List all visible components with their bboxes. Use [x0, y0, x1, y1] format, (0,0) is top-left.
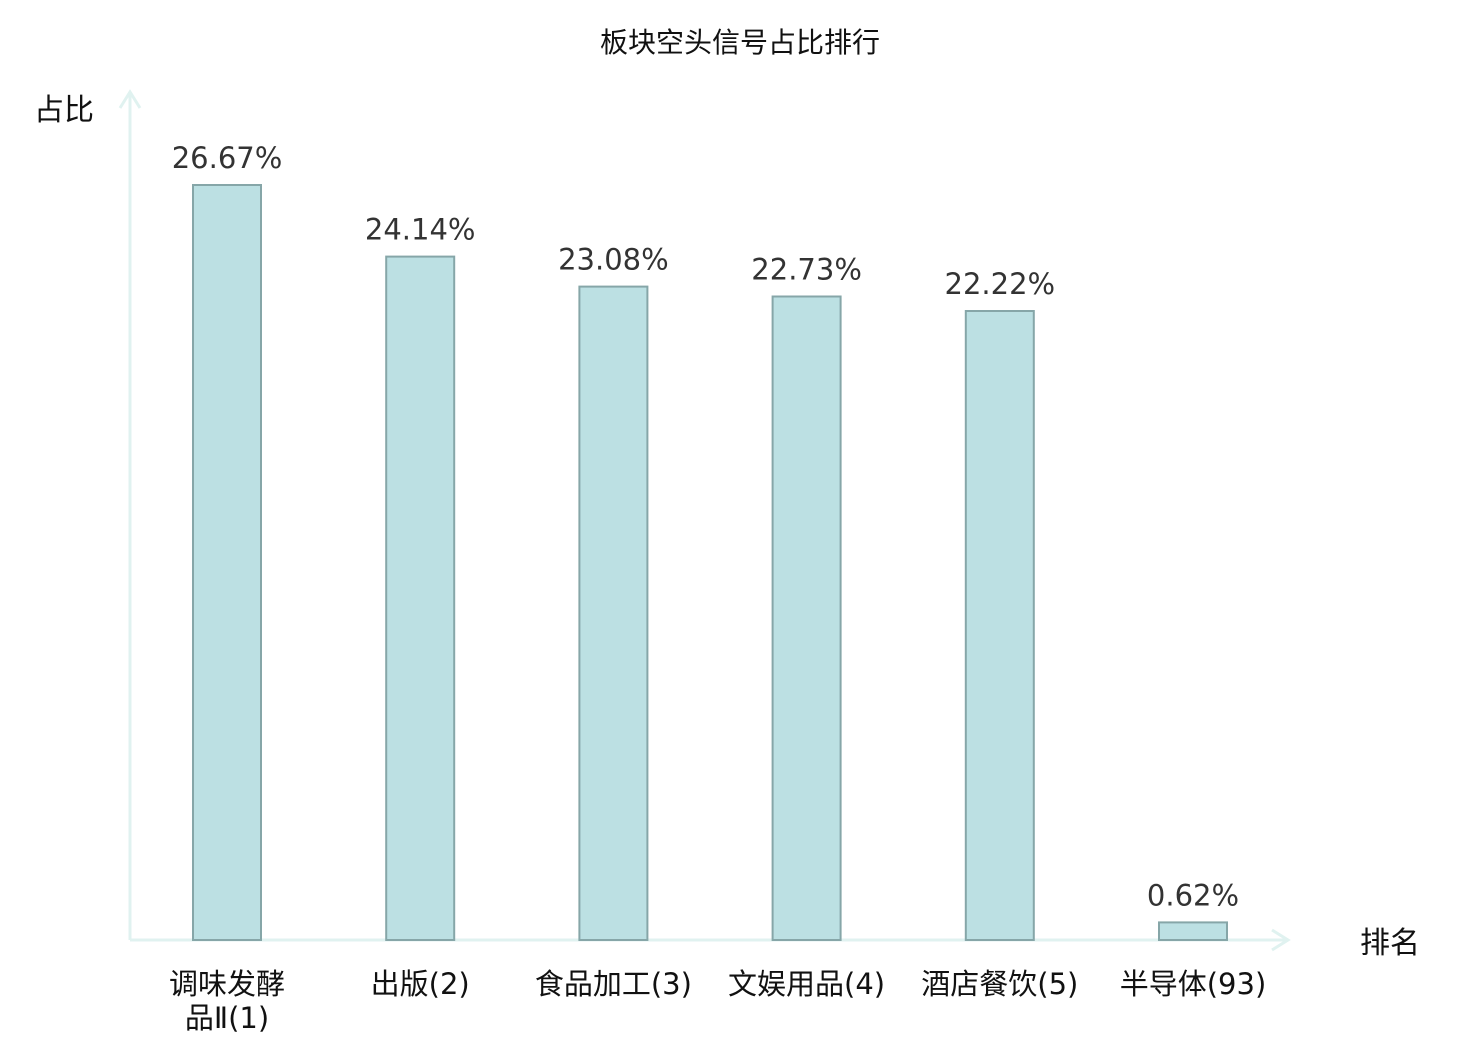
category-label-4: 文娱用品(4)	[728, 967, 885, 1001]
y-axis-arrow	[118, 89, 142, 109]
value-labels: 26.67% 24.14% 23.08% 22.73% 22.22% 0.62%	[172, 141, 1239, 912]
y-axis-label: 占比	[34, 93, 94, 128]
value-label-5: 22.22%	[945, 267, 1056, 301]
category-label-5: 酒店餐饮(5)	[921, 967, 1078, 1001]
category-label-6: 半导体(93)	[1120, 967, 1267, 1001]
value-label-1: 26.67%	[172, 141, 283, 175]
bar-1	[192, 184, 262, 941]
value-label-6: 0.62%	[1147, 878, 1239, 912]
category-label-6-line-1: 半导体(93)	[1120, 967, 1267, 1001]
bars	[192, 184, 1228, 942]
category-label-1-line-2: 品Ⅱ(1)	[185, 1001, 269, 1035]
bar-3	[578, 285, 649, 942]
value-label-4: 22.73%	[751, 253, 862, 287]
bar-2	[385, 255, 456, 942]
value-label-3: 23.08%	[558, 243, 669, 277]
x-axis-label: 排名	[1360, 926, 1420, 961]
category-label-2: 出版(2)	[371, 967, 470, 1001]
category-labels: 调味发酵品Ⅱ(1) 出版(2) 食品加工(3) 文娱用品(4) 酒店餐饮(5) 半导体(9…	[169, 967, 1266, 1035]
bar-4	[771, 295, 842, 941]
category-label-3-line-1: 食品加工(3)	[535, 967, 692, 1001]
x-axis-arrow	[1271, 928, 1291, 952]
axes	[118, 89, 1291, 952]
value-label-2: 24.14%	[365, 213, 476, 247]
category-label-5-line-1: 酒店餐饮(5)	[921, 967, 1078, 1001]
category-label-3: 食品加工(3)	[535, 967, 692, 1001]
bar-5	[964, 310, 1035, 941]
category-label-1-line-1: 调味发酵	[169, 967, 285, 1001]
category-label-2-line-1: 出版(2)	[371, 967, 470, 1001]
bar-6	[1158, 921, 1228, 942]
category-label-4-line-1: 文娱用品(4)	[728, 967, 885, 1001]
chart-title: 板块空头信号占比排行	[600, 26, 880, 59]
category-label-1: 调味发酵品Ⅱ(1)	[169, 967, 285, 1035]
